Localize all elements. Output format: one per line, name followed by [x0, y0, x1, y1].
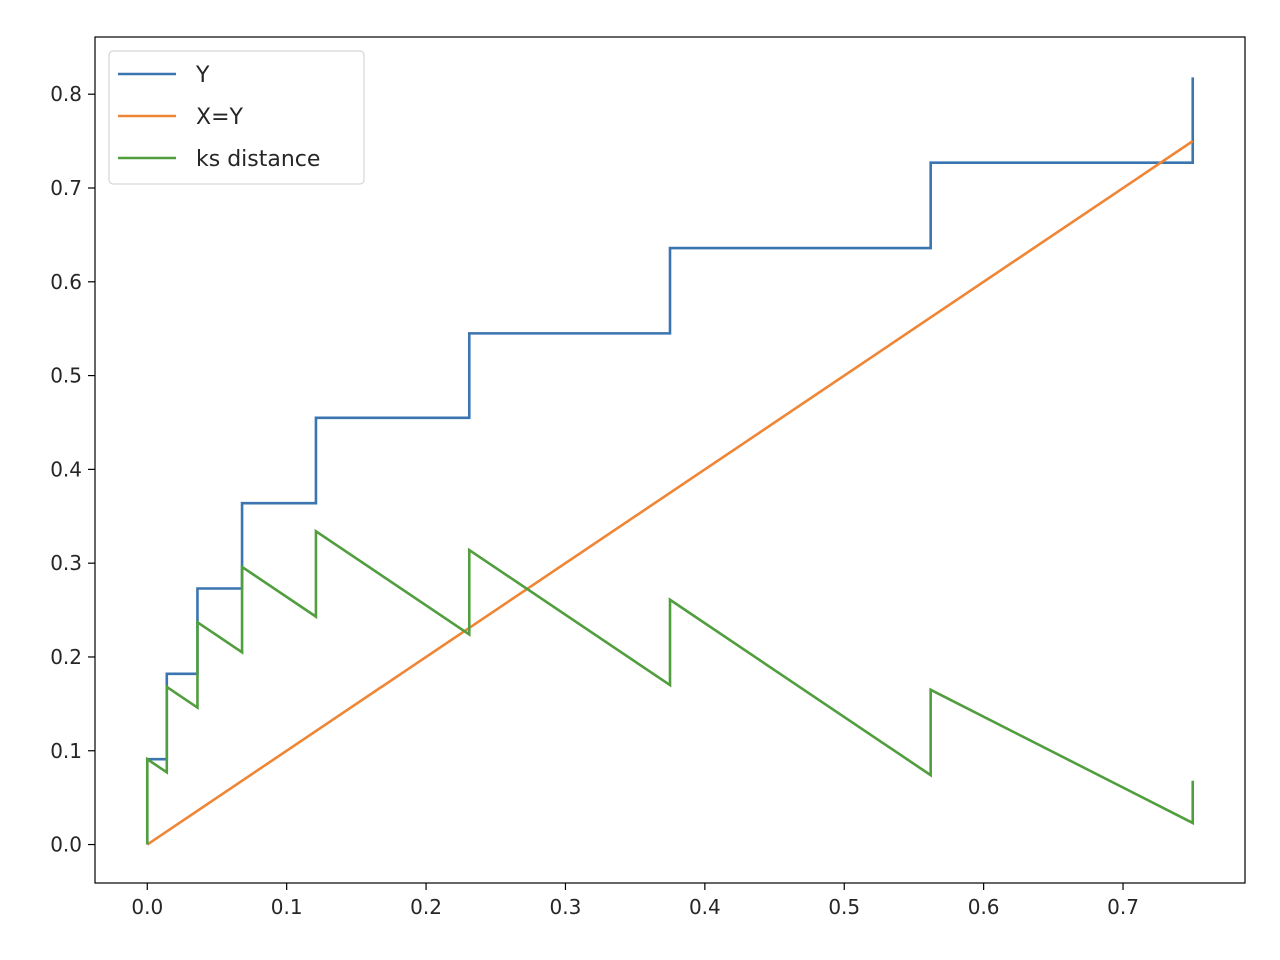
plot-frame	[94, 36, 1246, 884]
legend-label-2: ks distance	[196, 147, 320, 172]
x-tick-label: 0.7	[1107, 895, 1139, 919]
y-tick-label: 0.7	[50, 176, 82, 200]
y-tick-label: 0.2	[50, 645, 82, 669]
x-tick-label: 0.4	[689, 895, 721, 919]
x-tick-label: 0.3	[550, 895, 582, 919]
plot-lines	[145, 77, 1195, 846]
x-axis: 0.0 0.1 0.2 0.3 0.4 0.5 0.6 0.7	[131, 883, 1139, 919]
legend-box	[108, 50, 365, 185]
x-tick-label: 0.1	[271, 895, 303, 919]
y-tick-label: 0.0	[50, 833, 82, 857]
series-line-0	[145, 77, 1195, 845]
y-tick-label: 0.4	[50, 457, 82, 481]
x-tick-label: 0.5	[828, 895, 860, 919]
x-tick-label: 0.6	[968, 895, 1000, 919]
y-tick-label: 0.3	[50, 551, 82, 575]
x-tick-label: 0.2	[410, 895, 442, 919]
x-tick-label: 0.0	[131, 895, 163, 919]
series-line-2	[145, 528, 1195, 845]
y-tick-label: 0.1	[50, 739, 82, 763]
y-tick-label: 0.5	[50, 364, 82, 388]
legend: Y X=Y ks distance	[108, 50, 365, 185]
y-tick-label: 0.6	[50, 270, 82, 294]
legend-label-0: Y	[195, 63, 210, 88]
y-axis: 0.0 0.1 0.2 0.3 0.4 0.5 0.6 0.7 0.8	[50, 82, 95, 857]
legend-label-1: X=Y	[196, 105, 244, 130]
y-tick-label: 0.8	[50, 82, 82, 106]
series-line-1	[146, 140, 1194, 846]
